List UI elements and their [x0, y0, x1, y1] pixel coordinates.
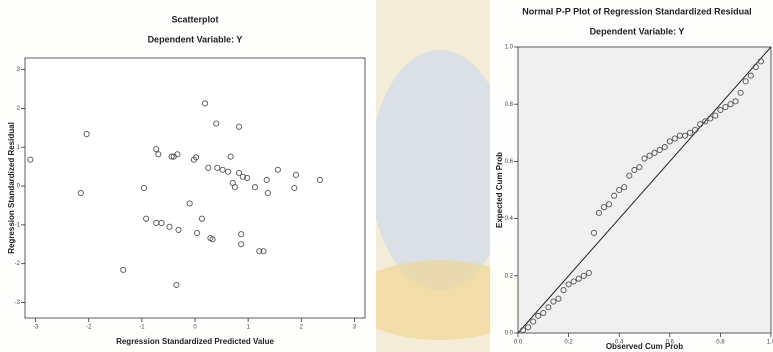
y-axis-label: Regression Standardized Residual: [7, 122, 16, 254]
y-tick-label: 0.4: [505, 216, 514, 222]
y-tick-label: -3: [15, 300, 21, 306]
x-tick-label: 0.8: [716, 340, 725, 346]
plot-area: [25, 58, 365, 318]
chart-title: Scatterplot: [171, 14, 218, 24]
x-tick-label: -2: [86, 325, 92, 331]
y-tick-label: -1: [15, 222, 21, 228]
y-tick-label: 0.8: [505, 102, 514, 108]
x-tick-label: 0.0: [514, 340, 523, 346]
y-tick-label: -2: [15, 261, 21, 267]
y-axis-label: Expected Cum Prob: [495, 152, 504, 228]
x-tick-label: 0.6: [666, 340, 675, 346]
chart-subtitle: Dependent Variable: Y: [148, 34, 243, 44]
y-tick-label: 1.0: [505, 45, 514, 51]
y-tick-label: 0.2: [505, 273, 514, 279]
x-axis-label: Regression Standardized Predicted Value: [116, 337, 274, 346]
x-tick-label: 1.0: [767, 340, 773, 346]
x-tick-label: -3: [33, 325, 39, 331]
y-tick-label: 0.6: [505, 159, 514, 165]
x-tick-label: -1: [139, 325, 145, 331]
chart-subtitle: Dependent Variable: Y: [590, 26, 685, 36]
chart-title: Normal P-P Plot of Regression Standardiz…: [522, 6, 751, 16]
watermark: [370, 50, 510, 290]
screenshot: Scatterplot Dependent Variable: Y Regressi…: [0, 0, 773, 352]
y-tick-label: 0.0: [505, 331, 514, 337]
x-tick-label: 0.4: [615, 340, 624, 346]
x-tick-label: 0.2: [564, 340, 573, 346]
